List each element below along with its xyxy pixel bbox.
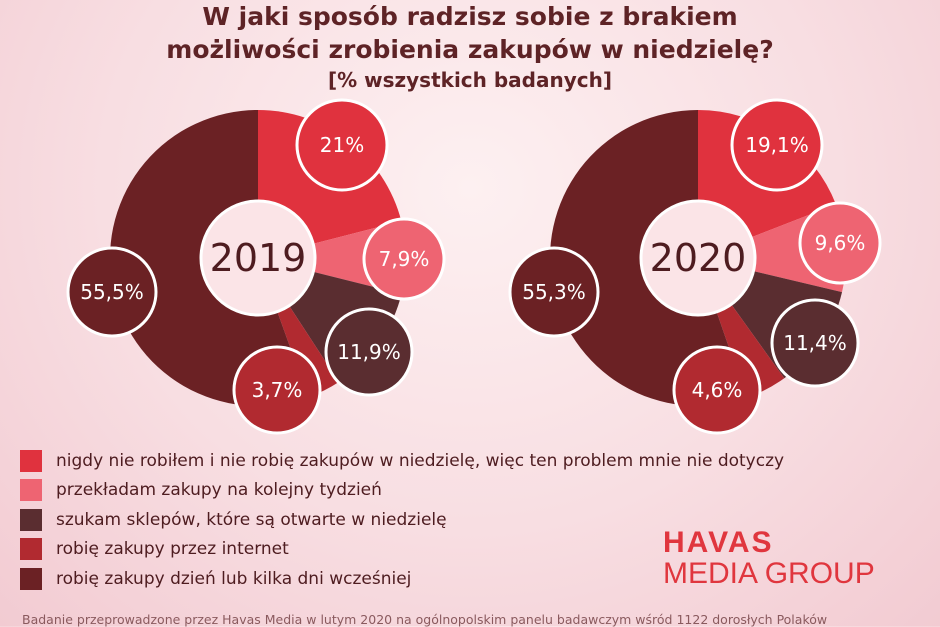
legend-label: przekładam zakupy na kolejny tydzień [56, 480, 382, 501]
legend-swatch [20, 479, 42, 502]
legend-item: robię zakupy dzień lub kilka dni wcześni… [20, 564, 784, 594]
data-label-never: 21% [320, 133, 364, 157]
value-bubble-internet [672, 345, 762, 435]
pie-center-label: 2020 [650, 236, 747, 280]
value-bubble-postpone [362, 217, 446, 301]
legend-item: nigdy nie robiłem i nie robię zakupów w … [20, 446, 784, 476]
pie-center-label: 2019 [210, 236, 307, 280]
data-label-never: 19,1% [745, 133, 809, 157]
legend-label: robię zakupy dzień lub kilka dni wcześni… [56, 568, 412, 589]
data-label-internet: 4,6% [692, 378, 743, 402]
legend: nigdy nie robiłem i nie robię zakupów w … [20, 446, 784, 594]
legend-item: przekładam zakupy na kolejny tydzień [20, 476, 784, 506]
havas-logo: HAVAS MEDIA GROUP [663, 528, 875, 590]
pie-center-disc [639, 199, 757, 317]
data-label-open-shops: 11,9% [337, 340, 401, 364]
value-bubble-never [295, 98, 389, 192]
logo-havas: HAVAS [663, 526, 774, 559]
pie-chart-2020: 2020 19,1% 9,6% 11,4% 4,6% 55,3% [508, 98, 882, 435]
pie-charts: 2019 21% 7,9% 11,9% 3,7% 55,5% 2020 19,1% 9,6% 11… [66, 98, 882, 435]
legend-swatch [20, 508, 42, 531]
value-bubble-internet [232, 345, 322, 435]
legend-label: nigdy nie robiłem i nie robię zakupów w … [56, 450, 785, 471]
legend-item: robię zakupy przez internet [20, 535, 784, 565]
pie-center-disc [199, 199, 317, 317]
value-bubble-postpone [798, 201, 882, 285]
data-label-earlier: 55,5% [80, 280, 144, 304]
value-bubble-open-shops [324, 307, 414, 397]
legend-label: robię zakupy przez internet [56, 539, 289, 560]
legend-label: szukam sklepów, które są otwarte w niedz… [56, 509, 447, 530]
legend-swatch [20, 538, 42, 561]
data-label-internet: 3,7% [252, 378, 303, 402]
data-label-earlier: 55,3% [522, 280, 586, 304]
logo-media-group: MEDIA GROUP [663, 557, 875, 590]
legend-item: szukam sklepów, które są otwarte w niedz… [20, 505, 784, 535]
value-bubble-earlier [66, 246, 158, 338]
data-label-postpone: 9,6% [815, 231, 866, 255]
legend-swatch [20, 567, 42, 590]
data-label-postpone: 7,9% [379, 247, 430, 271]
chart-subtitle: [% wszystkich badanych] [327, 68, 612, 92]
pie-chart-2019: 2019 21% 7,9% 11,9% 3,7% 55,5% [66, 98, 446, 435]
value-bubble-never [730, 98, 824, 192]
chart-title-line-2: możliwości zrobienia zakupów w niedzielę… [166, 35, 774, 64]
value-bubble-open-shops [770, 298, 860, 388]
value-bubble-earlier [508, 246, 600, 338]
legend-swatch [20, 449, 42, 472]
footnote: Badanie przeprowadzone przez Havas Media… [22, 612, 828, 627]
chart-title-line-1: W jaki sposób radzisz sobie z brakiem [202, 2, 738, 31]
data-label-open-shops: 11,4% [783, 331, 847, 355]
